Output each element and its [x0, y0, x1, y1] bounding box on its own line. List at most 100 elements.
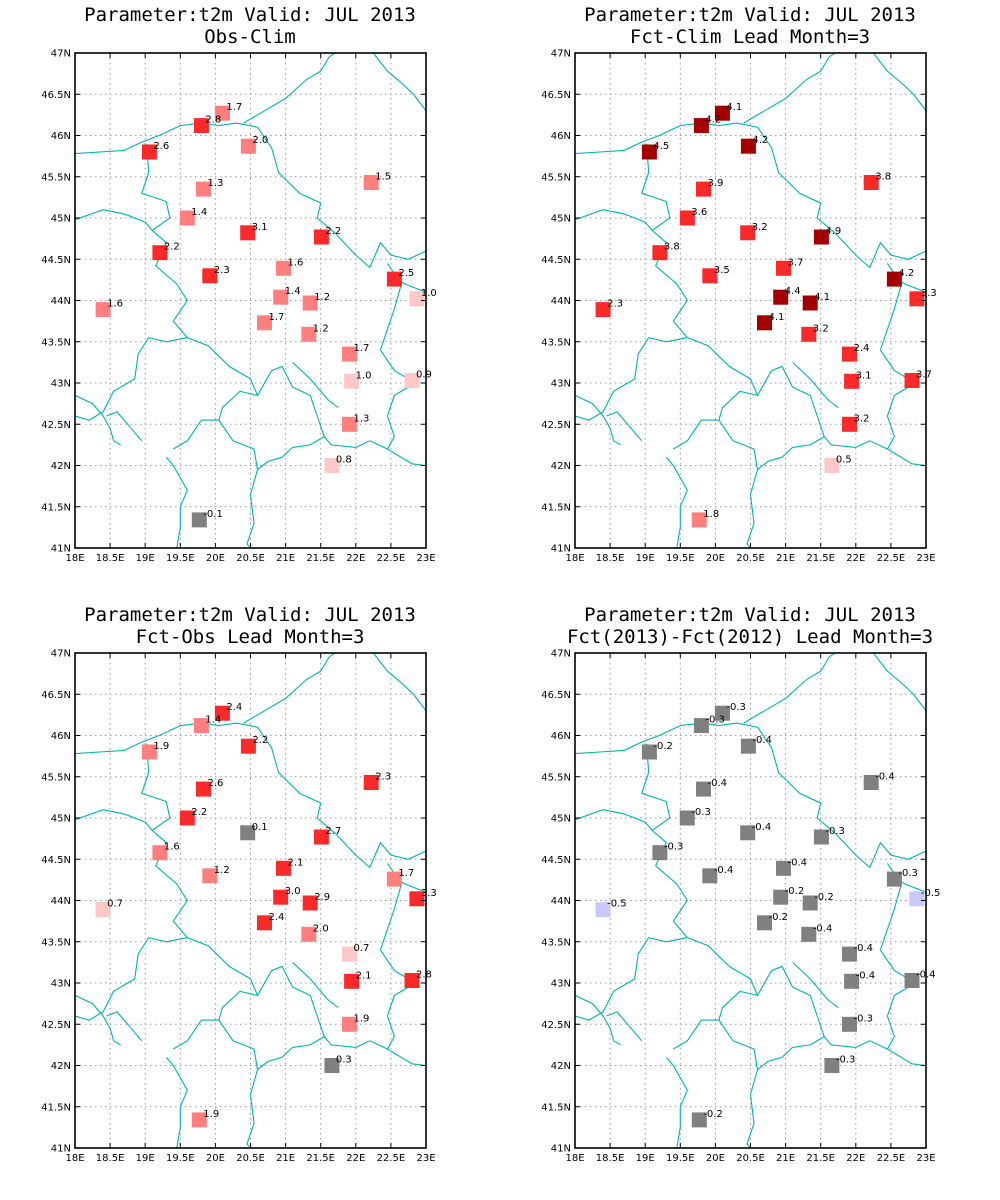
y-tick-label: 44N [51, 296, 71, 307]
y-tick-label: 46.5N [41, 690, 71, 701]
station-value-label: 4.2 [705, 115, 721, 126]
y-tick-label: 43N [551, 979, 571, 990]
border-line [165, 1056, 188, 1148]
station-marker [344, 973, 360, 989]
station-value-label: -0.4 [752, 822, 772, 833]
station-value-label: 3.6 [691, 207, 707, 218]
panel-title-line2: Fct-Clim Lead Month=3 [630, 26, 870, 48]
station-value-label: -0.4 [788, 857, 808, 868]
y-tick-label: 45.5N [41, 772, 71, 783]
station-value-label: 1.7 [354, 343, 370, 354]
border-line [173, 337, 259, 450]
station-marker [202, 868, 218, 884]
panel-title-line1: Parameter:t2m Valid: JUL 2013 [584, 604, 916, 626]
border-line [792, 961, 839, 1009]
x-tick-label: 21E [276, 553, 295, 564]
y-tick-label: 45.5N [41, 172, 71, 183]
border-line [575, 209, 653, 231]
border-line [387, 448, 426, 467]
x-tick-label: 19E [136, 1153, 155, 1164]
station-value-label: 1.9 [354, 1013, 370, 1024]
station-value-label: 1.3 [354, 413, 370, 424]
station-marker [904, 973, 920, 988]
station-marker [276, 860, 291, 876]
panel-title-line2: Obs-Clim [204, 26, 296, 48]
station-value-label: -0.4 [813, 923, 833, 934]
station-marker [740, 138, 756, 154]
map-panel-4: Parameter:t2m Valid: JUL 2013Fct(2013)-F… [541, 604, 940, 1164]
y-tick-label: 41.5N [541, 502, 571, 513]
station-value-label: 1.2 [314, 292, 330, 303]
x-tick-label: 19.5E [166, 553, 195, 564]
station-marker [641, 144, 657, 160]
border-line [75, 936, 188, 1021]
border-line [141, 143, 188, 338]
station-value-label: -0.4 [875, 772, 895, 783]
border-line [606, 411, 643, 442]
border-line [872, 653, 926, 712]
y-tick-label: 43.5N [41, 937, 71, 948]
x-tick-label: 18E [65, 1153, 84, 1164]
station-value-label: 2.4 [854, 343, 870, 354]
station-value-label: 1.7 [398, 868, 414, 879]
station-marker [152, 845, 168, 861]
border-line [106, 411, 143, 442]
station-marker [641, 744, 657, 760]
border-line [887, 1048, 926, 1067]
country-borders [575, 653, 926, 1148]
station-marker [324, 1058, 340, 1073]
border-line [257, 365, 325, 437]
station-marker [386, 271, 402, 287]
x-tick-label: 22.5E [377, 553, 406, 564]
panel-title-line2: Fct-Obs Lead Month=3 [136, 626, 365, 648]
border-line [243, 653, 336, 724]
station-value-label: 3.9 [708, 178, 724, 189]
station-marker [191, 1112, 207, 1128]
station-value-label: 2.6 [153, 141, 169, 152]
station-value-label: 1.0 [421, 288, 437, 299]
station-marker [824, 1058, 840, 1073]
border-line [606, 1011, 643, 1042]
y-tick-label: 43.5N [541, 337, 571, 348]
border-line [757, 1046, 793, 1071]
station-marker [652, 845, 668, 861]
y-tick-label: 46N [551, 731, 571, 742]
station-marker [844, 973, 860, 989]
border-line [292, 863, 417, 1050]
y-tick-label: 43.5N [541, 937, 571, 948]
x-tick-label: 20E [706, 553, 725, 564]
border-line [387, 1048, 426, 1067]
border-line [575, 936, 688, 1021]
station-marker [693, 718, 709, 734]
y-tick-label: 41.5N [41, 1102, 71, 1113]
station-marker [691, 512, 707, 528]
station-value-label: 4.1 [726, 102, 742, 113]
station-value-label: 1.0 [356, 370, 372, 381]
y-tick-label: 41.5N [41, 502, 71, 513]
station-marker [776, 260, 791, 276]
x-tick-label: 21.5E [806, 1153, 835, 1164]
station-value-label: 2.1 [288, 857, 304, 868]
station-value-label: 0.1 [252, 822, 268, 833]
border-line [173, 937, 259, 1050]
station-marker [342, 346, 357, 362]
station-value-label: -0.4 [714, 865, 734, 876]
x-tick-label: 18.5E [596, 1153, 625, 1164]
station-marker [842, 946, 857, 962]
y-tick-label: 46N [551, 131, 571, 142]
station-value-label: 3.5 [714, 265, 730, 276]
station-value-label: 2.6 [208, 778, 224, 789]
x-tick-label: 22.5E [877, 1153, 906, 1164]
y-tick-label: 45N [551, 814, 571, 825]
panel-title-line2: Fct(2013)-Fct(2012) Lead Month=3 [567, 626, 933, 648]
station-marker [409, 291, 425, 307]
x-tick-label: 20E [206, 553, 225, 564]
station-value-label: 1.7 [226, 102, 242, 113]
y-tick-label: 42N [51, 461, 71, 472]
station-marker [240, 225, 256, 241]
x-tick-label: 18.5E [96, 1153, 125, 1164]
y-tick-label: 41N [51, 544, 71, 555]
border-line [75, 809, 153, 831]
border-line [792, 863, 917, 1050]
